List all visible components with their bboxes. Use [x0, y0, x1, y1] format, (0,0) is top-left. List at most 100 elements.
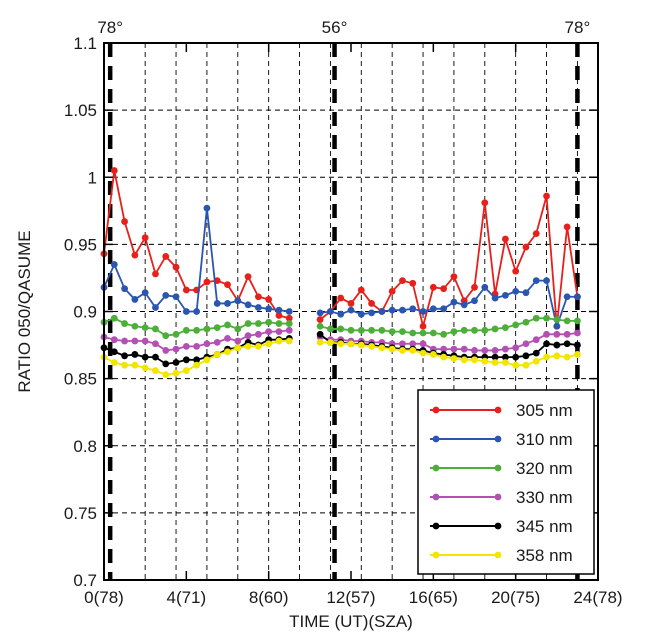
data-point	[337, 294, 345, 302]
series-group	[100, 167, 581, 378]
data-point	[172, 359, 180, 366]
data-point	[471, 283, 478, 291]
legend-marker	[494, 406, 502, 414]
data-point	[182, 343, 190, 350]
sza-marker-label: 78°	[565, 18, 591, 37]
data-point	[481, 199, 489, 207]
data-point	[275, 337, 283, 345]
data-point	[543, 192, 550, 200]
data-point	[172, 369, 180, 377]
data-point	[553, 316, 561, 323]
data-point	[491, 359, 499, 366]
data-point	[193, 308, 201, 315]
data-point	[419, 322, 427, 330]
data-point	[419, 340, 427, 348]
data-point	[162, 253, 170, 260]
data-point	[491, 325, 499, 333]
data-point	[182, 308, 190, 315]
legend-marker	[432, 551, 440, 559]
data-point	[512, 344, 520, 352]
data-point	[563, 317, 571, 325]
data-point	[460, 301, 468, 309]
x-axis-label: TIME (UT)(SZA)	[289, 612, 413, 631]
data-point	[388, 328, 396, 336]
data-point	[337, 310, 345, 318]
data-point	[512, 321, 520, 329]
data-point	[131, 337, 139, 345]
data-point	[131, 351, 139, 358]
data-point	[182, 356, 190, 364]
data-point	[378, 326, 386, 334]
data-point	[234, 325, 242, 333]
data-point	[543, 314, 550, 322]
legend-marker	[432, 406, 440, 414]
data-point	[419, 349, 427, 357]
data-point	[522, 289, 530, 297]
data-point	[141, 289, 149, 297]
legend-label: 310 nm	[516, 430, 573, 449]
data-point	[357, 341, 365, 349]
data-point	[224, 334, 231, 342]
data-point	[110, 261, 118, 268]
data-point	[152, 304, 159, 311]
legend-marker	[494, 464, 502, 472]
data-point	[110, 336, 118, 344]
data-point	[399, 347, 406, 354]
data-point	[285, 337, 293, 345]
x-tick-label: 16(65)	[409, 588, 458, 607]
data-point	[501, 324, 509, 332]
series-305-nm	[100, 167, 581, 330]
data-point	[316, 330, 324, 338]
x-tick-label: 8(60)	[249, 588, 289, 607]
data-point	[543, 340, 550, 348]
data-point	[388, 287, 396, 295]
data-point	[450, 298, 458, 306]
data-point	[471, 347, 478, 354]
legend-label: 320 nm	[516, 459, 573, 478]
data-point	[563, 353, 571, 361]
data-point	[193, 356, 201, 364]
data-point	[491, 294, 499, 302]
data-point	[316, 338, 324, 346]
data-point	[481, 357, 489, 365]
data-point	[409, 329, 417, 337]
data-point	[244, 273, 252, 280]
data-point	[481, 347, 489, 354]
data-point	[471, 356, 478, 364]
data-point	[162, 360, 170, 368]
data-point	[522, 318, 530, 326]
data-point	[512, 267, 520, 275]
data-point	[254, 304, 262, 311]
data-point	[152, 325, 159, 333]
series-310-nm	[100, 204, 581, 330]
data-point	[275, 312, 283, 319]
data-point	[316, 322, 324, 330]
data-point	[460, 356, 468, 364]
data-point	[265, 340, 273, 348]
data-point	[285, 308, 293, 315]
data-point	[110, 348, 118, 356]
data-point	[224, 281, 231, 289]
data-point	[265, 296, 273, 303]
data-point	[244, 320, 252, 327]
data-point	[193, 326, 201, 334]
legend-marker	[432, 522, 440, 530]
data-point	[347, 306, 355, 314]
data-point	[471, 297, 478, 305]
data-point	[182, 286, 190, 294]
data-point	[563, 330, 571, 338]
data-point	[152, 270, 159, 278]
data-point	[543, 330, 550, 338]
data-point	[234, 337, 242, 345]
data-point	[172, 293, 180, 301]
data-point	[378, 344, 386, 352]
data-point	[141, 364, 149, 372]
data-point	[512, 287, 520, 295]
data-point	[203, 356, 211, 364]
data-point	[224, 300, 231, 307]
data-point	[244, 343, 252, 350]
data-point	[172, 330, 180, 338]
data-point	[574, 351, 581, 358]
data-point	[522, 352, 530, 360]
